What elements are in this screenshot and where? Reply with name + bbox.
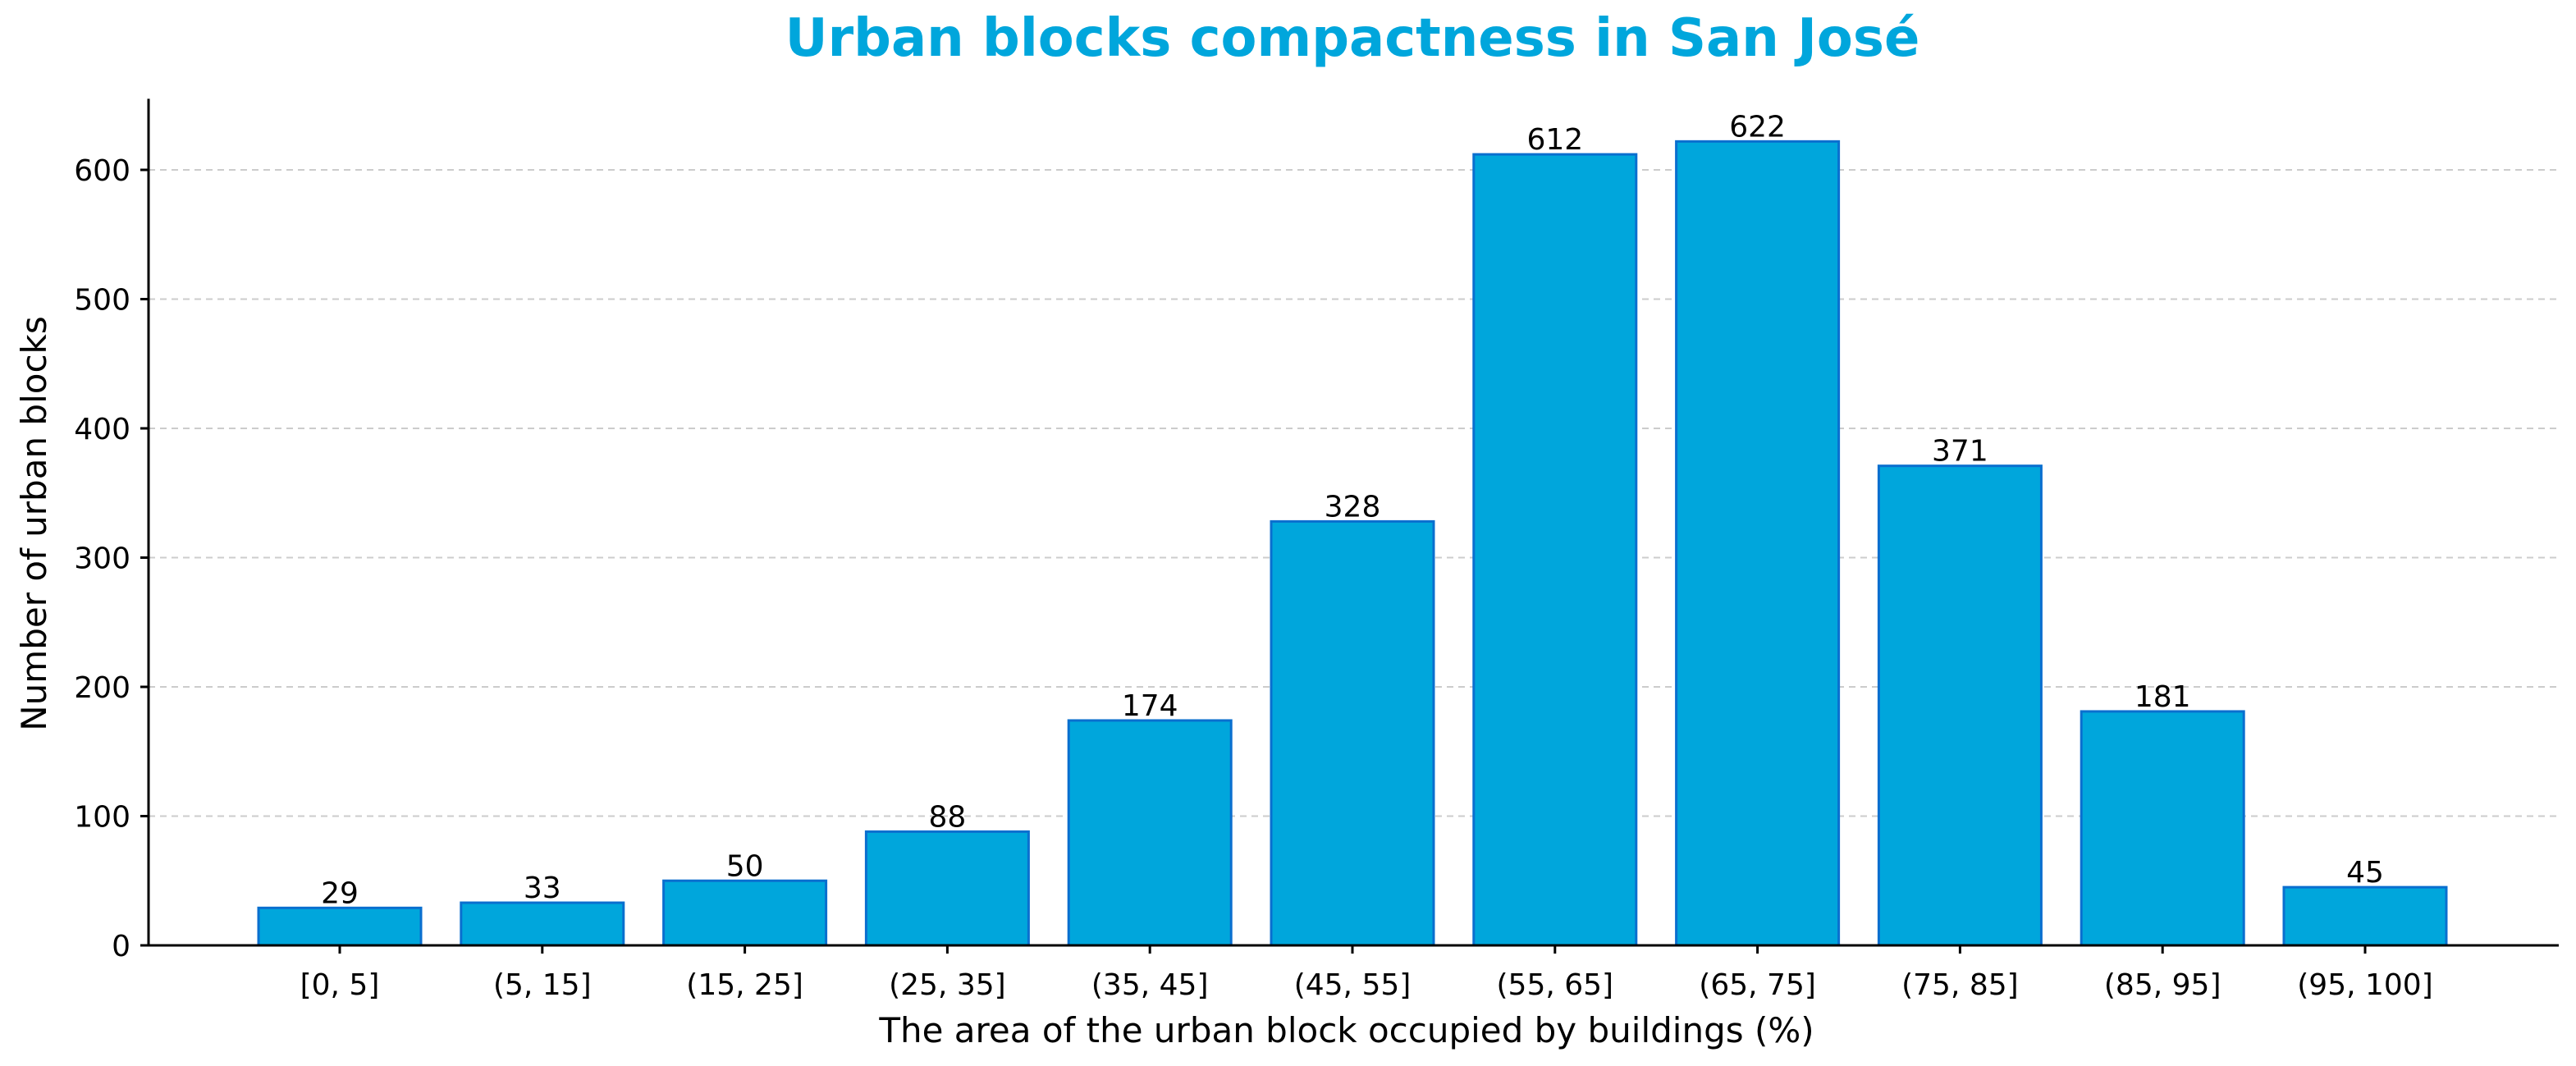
bar-value-label: 174: [1122, 689, 1178, 723]
bar-value-label: 622: [1729, 110, 1786, 144]
bar: [1472, 153, 1638, 947]
x-axis-label: The area of the urban block occupied by …: [878, 1010, 1814, 1050]
bar-value-label: 45: [2346, 856, 2384, 890]
x-tick-label: (15, 25]: [686, 968, 803, 1002]
x-tick-label: (25, 35]: [889, 968, 1006, 1002]
x-axis-ticks: [0, 5] (5, 15] (15, 25] (25, 35] (35, 45] (45…: [300, 945, 2433, 1002]
x-tick-label: [0, 5]: [300, 968, 380, 1002]
x-tick-label: (85, 95]: [2104, 968, 2221, 1002]
bar: [1067, 719, 1233, 947]
bar: [1270, 519, 1435, 947]
data-labels: 29 33 50 88 174 328 612 622 371 181 45: [321, 110, 2384, 910]
bar-value-label: 88: [928, 800, 966, 834]
y-axis-label: Number of urban blocks: [14, 316, 54, 730]
bar-value-label: 371: [1932, 435, 1988, 469]
x-tick-label: (35, 45]: [1091, 968, 1209, 1002]
x-tick-label: (45, 55]: [1294, 968, 1412, 1002]
bar: [2080, 710, 2245, 947]
bar: [1877, 464, 2043, 947]
bar: [662, 879, 828, 947]
bar-value-label: 181: [2134, 680, 2191, 714]
bar: [2282, 885, 2448, 947]
y-tick-label: 500: [74, 284, 130, 318]
bar: [864, 830, 1030, 947]
y-axis-ticks: 0 100 200 300 400 500 600: [74, 154, 149, 963]
x-tick-label: (55, 65]: [1497, 968, 1614, 1002]
y-tick-label: 100: [74, 801, 130, 835]
x-tick-label: (75, 85]: [1901, 968, 2019, 1002]
bar-value-label: 50: [726, 849, 764, 883]
bars: [257, 140, 2448, 947]
bar: [257, 906, 423, 947]
bar-value-label: 33: [524, 872, 561, 905]
bar: [1675, 140, 1841, 947]
bar-value-label: 328: [1325, 490, 1381, 524]
y-tick-label: 200: [74, 671, 130, 705]
y-tick-label: 600: [74, 154, 130, 188]
chart-title: Urban blocks compactness in San José: [785, 8, 1920, 69]
y-tick-label: 400: [74, 413, 130, 446]
x-tick-label: (65, 75]: [1699, 968, 1816, 1002]
bar: [460, 901, 625, 947]
x-tick-label: (95, 100]: [2297, 968, 2433, 1002]
y-tick-label: 0: [112, 930, 130, 963]
bar-value-label: 612: [1526, 123, 1583, 157]
y-tick-label: 300: [74, 542, 130, 576]
bar-value-label: 29: [321, 876, 359, 910]
x-tick-label: (5, 15]: [493, 968, 592, 1002]
